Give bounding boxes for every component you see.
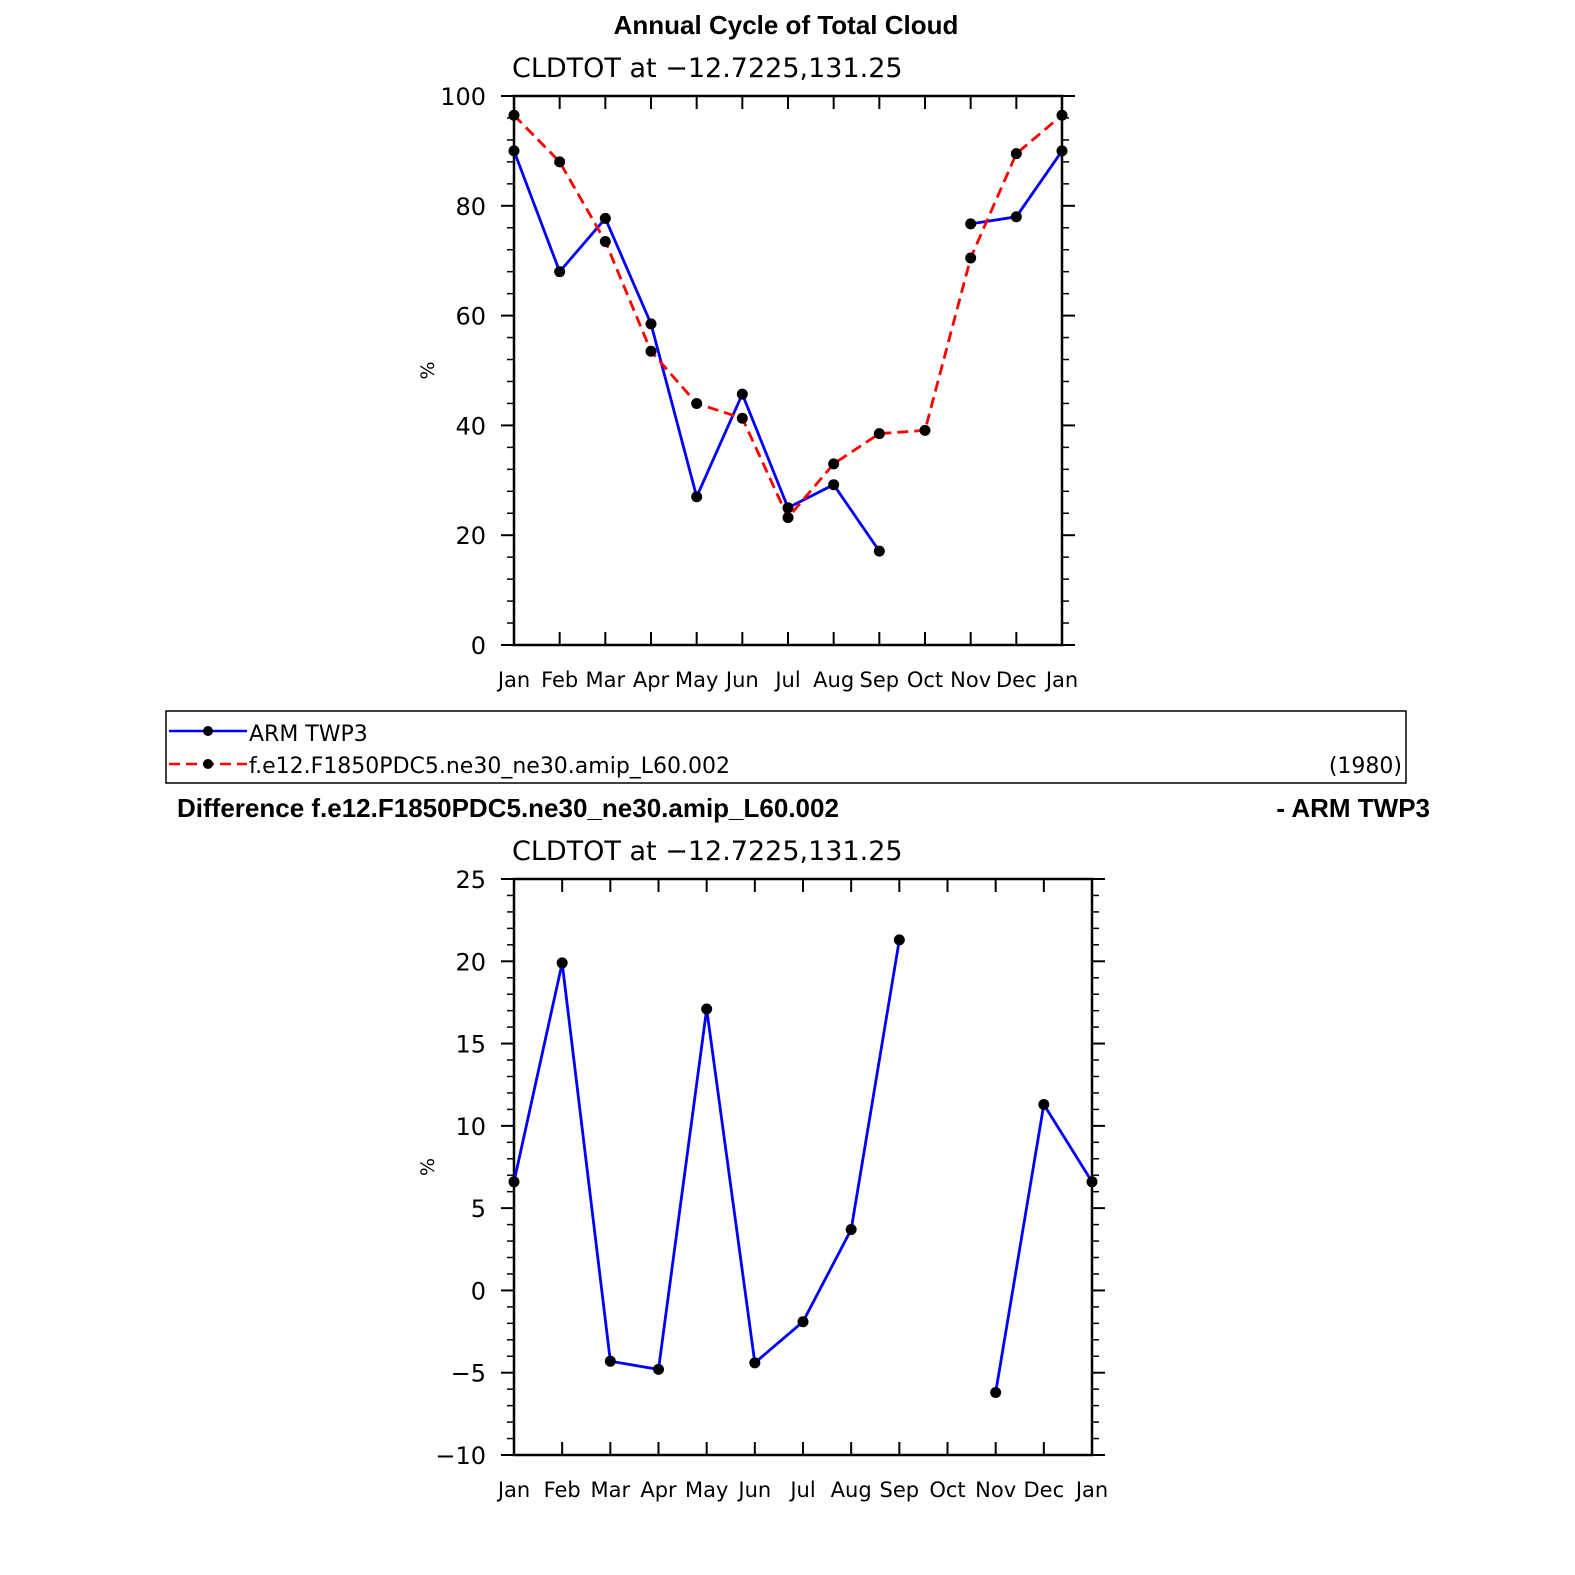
x-tick-label: May xyxy=(675,668,718,692)
data-point xyxy=(965,218,977,230)
data-point xyxy=(782,502,794,514)
legend-box xyxy=(165,710,1407,784)
data-point xyxy=(1056,109,1068,121)
legend-year: (1980) xyxy=(1329,754,1402,779)
x-tick-label: Jan xyxy=(496,1478,530,1502)
data-point xyxy=(990,1386,1002,1398)
data-point xyxy=(701,1003,713,1015)
y-tick-label: −5 xyxy=(451,1360,486,1388)
difference-title: Difference f.e12.F1850PDC5.ne30_ne30.ami… xyxy=(177,793,839,823)
x-tick-label: Jan xyxy=(496,668,530,692)
y-tick-label: 15 xyxy=(455,1031,486,1059)
plot-frame xyxy=(512,94,1064,647)
data-point xyxy=(554,156,566,168)
data-point xyxy=(1086,1176,1098,1188)
legend-arm-label: ARM TWP3 xyxy=(249,722,368,747)
y-axis-label: % xyxy=(417,1158,439,1176)
y-tick-label: 20 xyxy=(455,948,486,976)
series-line xyxy=(512,114,1063,521)
x-tick-label: Jan xyxy=(1044,668,1078,692)
x-tick-label: Nov xyxy=(950,668,991,692)
x-tick-label: Feb xyxy=(541,668,578,692)
y-tick-label: 100 xyxy=(440,83,486,111)
data-point xyxy=(797,1316,809,1328)
x-tick-label: Jul xyxy=(788,1478,815,1502)
data-point xyxy=(919,424,931,436)
data-point xyxy=(1056,145,1068,157)
data-point xyxy=(508,1176,520,1188)
data-point xyxy=(653,1363,664,1375)
legend-model-marker xyxy=(203,759,213,769)
series-line xyxy=(512,150,881,552)
x-tick-label: Oct xyxy=(907,668,943,692)
data-point xyxy=(599,212,611,224)
data-point xyxy=(645,345,657,357)
chart-title: CLDTOT at −12.7225,131.25 xyxy=(512,53,903,84)
x-tick-label: Jun xyxy=(736,1478,771,1502)
data-point xyxy=(691,491,703,503)
plot-frame xyxy=(512,877,1094,1457)
y-tick-label: 40 xyxy=(455,412,486,440)
chart-title: CLDTOT at −12.7225,131.25 xyxy=(512,836,903,867)
data-point xyxy=(508,145,520,157)
data-point xyxy=(645,318,657,330)
data-point xyxy=(556,957,568,969)
data-point xyxy=(873,545,885,557)
data-point xyxy=(1038,1098,1050,1110)
data-point xyxy=(508,109,520,121)
x-tick-label: Dec xyxy=(996,668,1037,692)
legend-arm-marker xyxy=(203,726,213,736)
y-tick-label: 0 xyxy=(471,1277,486,1305)
x-tick-label: May xyxy=(685,1478,728,1502)
x-tick-label: Sep xyxy=(880,1478,920,1502)
data-point xyxy=(736,412,748,424)
data-point xyxy=(691,397,703,409)
data-point xyxy=(845,1224,857,1236)
y-tick-label: 80 xyxy=(455,193,486,221)
x-tick-label: Apr xyxy=(633,668,670,692)
x-tick-label: Jul xyxy=(773,668,800,692)
difference-chart: Jan Feb Mar Apr May Jun Jul Aug Sep Oct Nov Dec Jan−… xyxy=(417,836,1108,1502)
data-point xyxy=(1010,211,1022,223)
series-line xyxy=(994,1100,1094,1393)
x-tick-label: Feb xyxy=(544,1478,581,1502)
x-tick-label: Aug xyxy=(813,668,854,692)
x-tick-label: Nov xyxy=(975,1478,1016,1502)
data-point xyxy=(828,479,840,491)
data-point xyxy=(604,1355,616,1367)
y-tick-label: 20 xyxy=(455,522,486,550)
data-point xyxy=(873,428,885,440)
y-tick-label: 60 xyxy=(455,303,486,331)
x-tick-label: Mar xyxy=(591,1478,631,1502)
x-tick-label: Apr xyxy=(640,1478,677,1502)
data-point xyxy=(599,235,611,247)
y-tick-label: −10 xyxy=(435,1442,486,1470)
x-tick-label: Sep xyxy=(860,668,900,692)
data-point xyxy=(965,252,977,264)
y-tick-label: 0 xyxy=(471,632,486,660)
x-tick-label: Jan xyxy=(1074,1478,1108,1502)
data-point xyxy=(1010,148,1022,160)
data-point xyxy=(749,1357,761,1369)
data-point xyxy=(828,458,840,470)
data-point xyxy=(893,934,905,946)
difference-title-suffix: - ARM TWP3 xyxy=(1276,793,1430,823)
x-tick-label: Dec xyxy=(1024,1478,1065,1502)
y-axis-label: % xyxy=(417,361,439,379)
data-point xyxy=(782,512,794,524)
x-tick-label: Oct xyxy=(929,1478,965,1502)
page-title: Annual Cycle of Total Cloud xyxy=(614,10,959,40)
y-tick-label: 25 xyxy=(455,866,486,894)
x-tick-label: Aug xyxy=(831,1478,872,1502)
data-point xyxy=(554,266,566,278)
data-point xyxy=(736,388,748,400)
x-tick-label: Mar xyxy=(586,668,626,692)
y-tick-label: 10 xyxy=(455,1113,486,1141)
legend-model-label: f.e12.F1850PDC5.ne30_ne30.amip_L60.002 xyxy=(249,754,730,779)
y-tick-label: 5 xyxy=(471,1195,486,1223)
x-tick-label: Jun xyxy=(724,668,759,692)
legend: ARM TWP3 f.e12.F1850PDC5.ne30_ne30.amip_… xyxy=(165,710,1407,784)
cloud-cycle-chart: Jan Feb Mar Apr May Jun Jul Aug Sep Oct Nov Dec Jan 0… xyxy=(417,53,1078,692)
